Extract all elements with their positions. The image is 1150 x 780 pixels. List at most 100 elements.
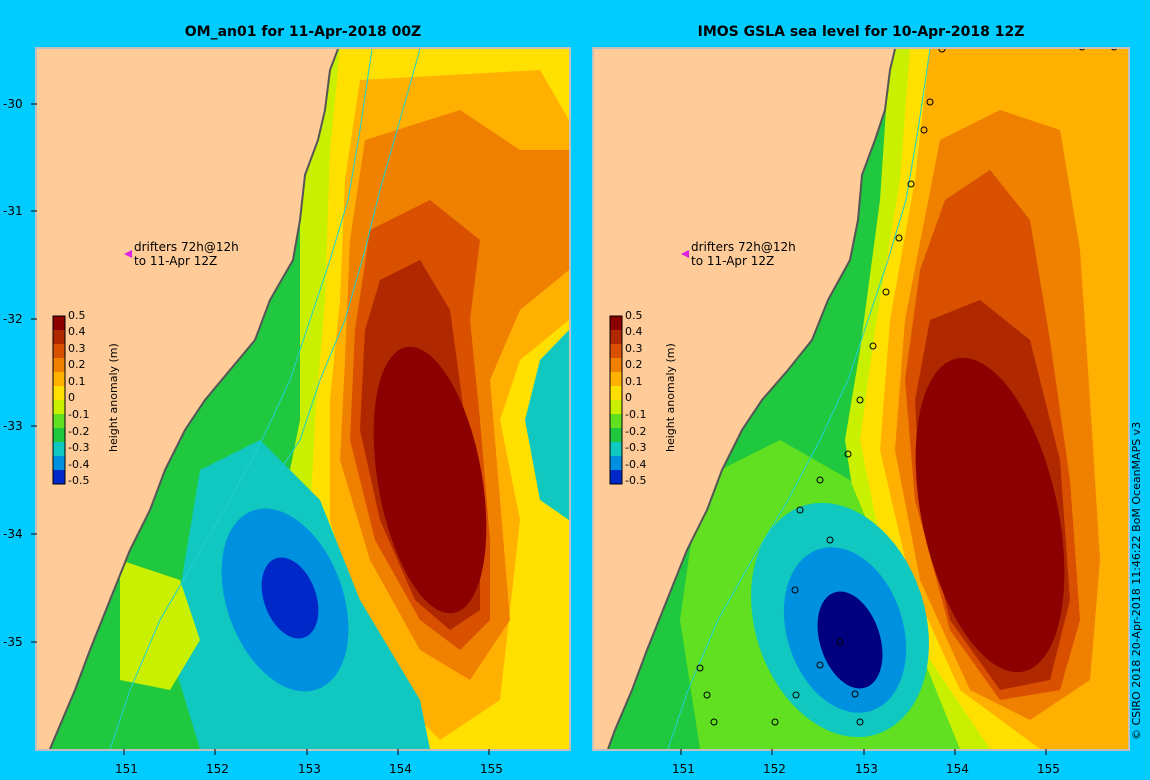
isobath-contour bbox=[109, 49, 373, 749]
left-map-title: OM_an01 for 11-Apr-2018 00Z bbox=[184, 24, 422, 40]
colorbar-tick-label: 0.2 bbox=[625, 358, 643, 371]
drifter-point bbox=[895, 234, 903, 242]
drifter-point bbox=[1111, 49, 1117, 51]
left-map-panel bbox=[35, 47, 571, 751]
tick-marks bbox=[31, 103, 1047, 755]
lat-tick-label: -33 bbox=[3, 419, 23, 433]
cool-east-edge bbox=[525, 330, 569, 520]
drifter-point bbox=[791, 586, 799, 594]
colorbar-swatch bbox=[53, 330, 65, 344]
lon-tick-label: 152 bbox=[206, 762, 229, 776]
colorbar-swatch bbox=[610, 456, 622, 470]
drifter-point bbox=[882, 288, 890, 296]
colorbar-swatch bbox=[53, 358, 65, 372]
colorbar-tick-label: 0.4 bbox=[68, 325, 86, 338]
drifter-point bbox=[703, 691, 711, 699]
drifter-point bbox=[816, 661, 824, 669]
colorbar-tick-label: 0.1 bbox=[625, 375, 643, 388]
colorbar-swatch bbox=[53, 344, 65, 358]
colorbar-swatch bbox=[53, 442, 65, 456]
land-mass bbox=[594, 49, 895, 749]
left-colorbar bbox=[52, 315, 66, 485]
credit-line: © CSIRO 2018 20-Apr-2018 11:46:22 BoM Oc… bbox=[1130, 421, 1143, 740]
colorbar-swatch bbox=[53, 428, 65, 442]
colorbar-swatch bbox=[610, 316, 622, 330]
drifter-point bbox=[856, 718, 864, 726]
lon-tick-label: 153 bbox=[298, 762, 321, 776]
lat-tick-label: -31 bbox=[3, 204, 23, 218]
drifter-point bbox=[869, 342, 877, 350]
colorbar-axis-label: height anomaly (m) bbox=[107, 343, 120, 452]
colorbar-swatch bbox=[53, 470, 65, 484]
coastline bbox=[49, 49, 339, 749]
drifter-note-line2: to 11-Apr 12Z bbox=[691, 254, 775, 268]
drifter-point bbox=[844, 450, 852, 458]
cold-eddy-core bbox=[817, 591, 883, 689]
drifter-point bbox=[771, 718, 779, 726]
colorbar-border bbox=[609, 315, 623, 485]
colorbar-tick-label: -0.1 bbox=[625, 408, 647, 421]
drifter-point bbox=[816, 476, 824, 484]
colorbar-axis-label: height anomaly (m) bbox=[664, 343, 677, 452]
colorbar-swatch bbox=[53, 414, 65, 428]
colorbar-tick-label: -0.4 bbox=[625, 458, 647, 471]
lon-tick-label: 155 bbox=[480, 762, 503, 776]
colorbar-tick-label: -0.1 bbox=[68, 408, 90, 421]
colorbar-tick-label: 0.4 bbox=[625, 325, 643, 338]
drifter-point bbox=[938, 49, 946, 53]
drifter-marker bbox=[124, 250, 132, 258]
drifter-point bbox=[856, 396, 864, 404]
colorbar-tick-label: -0.5 bbox=[625, 474, 647, 487]
drifter-point bbox=[851, 690, 859, 698]
colorbar-tick-label: -0.3 bbox=[625, 441, 647, 454]
drifter-marker bbox=[681, 250, 689, 258]
colorbar-swatch bbox=[53, 316, 65, 330]
colorbar-swatch bbox=[610, 414, 622, 428]
lon-tick-label: 152 bbox=[763, 762, 786, 776]
colorbar-tick-label: -0.2 bbox=[625, 425, 647, 438]
colorbar-swatch bbox=[610, 442, 622, 456]
colorbar-swatch bbox=[610, 400, 622, 414]
colorbar-tick-label: -0.3 bbox=[68, 441, 90, 454]
colorbar-tick-label: -0.2 bbox=[68, 425, 90, 438]
lon-tick-label: 154 bbox=[389, 762, 412, 776]
lon-tick-label: 155 bbox=[1037, 762, 1060, 776]
colorbar-tick-label: 0.3 bbox=[68, 342, 86, 355]
drifter-point bbox=[696, 664, 704, 672]
colorbar-swatch bbox=[53, 400, 65, 414]
right-map-title: IMOS GSLA sea level for 10-Apr-2018 12Z bbox=[697, 24, 1025, 40]
drifter-note-line1: drifters 72h@12h bbox=[134, 240, 239, 254]
colorbar-swatch bbox=[610, 386, 622, 400]
colorbar-swatch bbox=[610, 330, 622, 344]
coastline bbox=[607, 49, 896, 749]
drifter-point bbox=[1079, 49, 1085, 51]
lon-tick-label: 154 bbox=[946, 762, 969, 776]
drifter-point bbox=[826, 536, 834, 544]
drifter-note-line2: to 11-Apr 12Z bbox=[134, 254, 218, 268]
colorbar-swatch bbox=[610, 470, 622, 484]
drifter-point bbox=[796, 506, 804, 514]
colorbar-tick-label: 0 bbox=[68, 391, 75, 404]
colorbar-tick-label: 0.1 bbox=[68, 375, 86, 388]
colorbar-tick-label: 0 bbox=[625, 391, 632, 404]
colorbar-border bbox=[52, 315, 66, 485]
colorbar-tick-label: 0.5 bbox=[68, 309, 86, 322]
colorbar-tick-label: 0.2 bbox=[68, 358, 86, 371]
lon-tick-label: 153 bbox=[855, 762, 878, 776]
lat-tick-label: -35 bbox=[3, 635, 23, 649]
colorbar-swatch bbox=[53, 456, 65, 470]
warm-eddy-core bbox=[915, 357, 1065, 673]
drifter-point bbox=[836, 638, 844, 646]
colorbar-tick-label: 0.5 bbox=[625, 309, 643, 322]
lon-tick-label: 151 bbox=[115, 762, 138, 776]
lat-tick-label: -30 bbox=[3, 97, 23, 111]
lon-tick-label: 151 bbox=[672, 762, 695, 776]
drifter-point bbox=[926, 98, 934, 106]
right-colorbar bbox=[609, 315, 623, 485]
lat-tick-label: -34 bbox=[3, 527, 23, 541]
colorbar-tick-label: 0.3 bbox=[625, 342, 643, 355]
colorbar-swatch bbox=[610, 344, 622, 358]
drifter-note-line1: drifters 72h@12h bbox=[691, 240, 796, 254]
drifter-point bbox=[920, 126, 928, 134]
